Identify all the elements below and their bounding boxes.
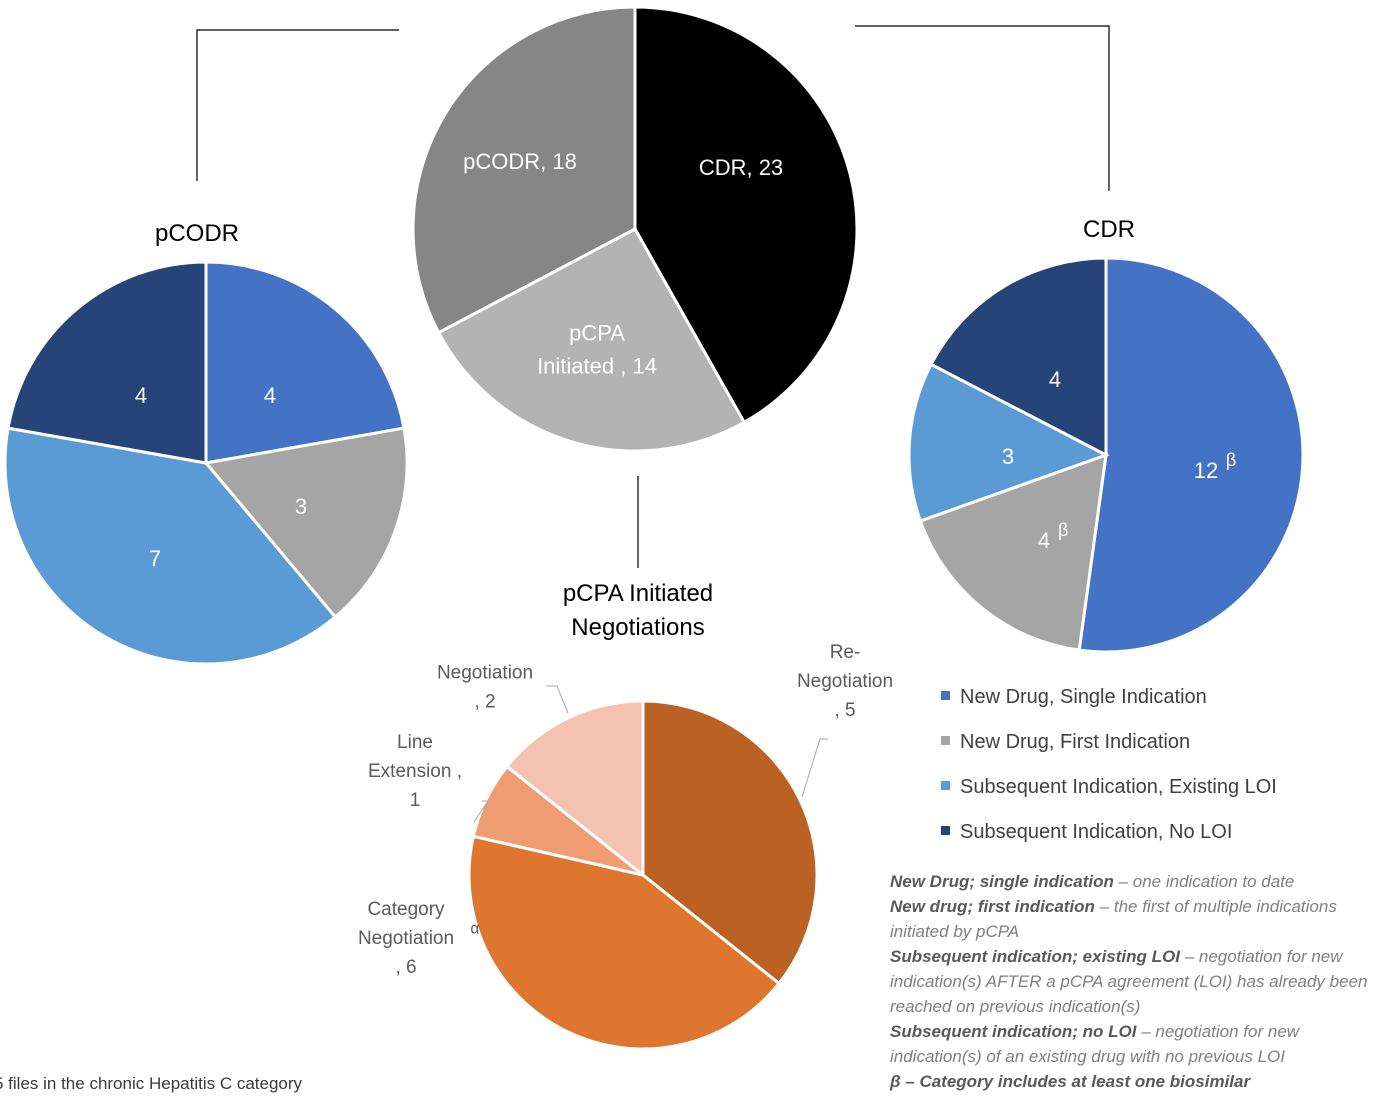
pcpa-data-label: Extension ,	[368, 761, 462, 782]
pcpa-data-label: Category	[367, 899, 445, 920]
pcpa-slice	[504, 699, 645, 879]
note-text: – the first of multiple indications init…	[890, 897, 1337, 941]
legend-swatch	[941, 736, 950, 745]
legend-swatch	[941, 781, 950, 790]
pcpa-leader-line	[801, 738, 828, 798]
cdr-superscript: β	[1058, 520, 1068, 540]
overview-data-label: CDR, 23	[699, 155, 783, 180]
pcpa-slice	[467, 834, 782, 1051]
note-term: β – Category includes at least one biosi…	[890, 1072, 1251, 1091]
cdr-slice	[1077, 256, 1305, 654]
pcpa-data-label: Negotiation	[797, 671, 893, 692]
legend-swatch	[941, 691, 950, 700]
cdr-slice	[918, 452, 1108, 652]
footnote: 5 files in the chronic Hepatitis C categ…	[0, 1074, 303, 1093]
pcodr-slice	[204, 260, 406, 465]
pcpa-data-label: , 2	[474, 692, 495, 713]
pcodr-slice	[3, 426, 338, 666]
pcpa-data-label: Line	[397, 732, 433, 753]
note-text: – negotiation for new indication(s) AFTE…	[890, 947, 1368, 1016]
legend-label: Subsequent Indication, No LOI	[960, 821, 1232, 843]
pcodr-data-label: 4	[264, 383, 276, 408]
cdr-data-label: 12	[1194, 458, 1218, 483]
cdr-slice	[929, 256, 1108, 458]
note-text: – one indication to date	[1113, 872, 1295, 891]
pcpa-data-label: Re-	[830, 642, 861, 663]
connector-lines	[196, 25, 1110, 568]
pcpa-pie: Re- Negotiation , 5 Category Negotiation , 6 α…	[358, 642, 893, 1051]
legend-label: Subsequent Indication, Existing LOI	[960, 776, 1277, 798]
note-item: β – Category includes at least one biosi…	[890, 1069, 1370, 1094]
cdr-data-label: 4	[1038, 528, 1050, 553]
pcpa-data-label: Negotiation	[437, 663, 533, 684]
pcpa-superscript: α	[470, 921, 479, 938]
note-term: New drug; first indication	[890, 897, 1095, 916]
cdr-slice	[907, 362, 1110, 523]
connector-line	[196, 29, 399, 181]
legend-label: New Drug, First Indication	[960, 731, 1190, 753]
pcpa-leader-line	[473, 800, 489, 823]
definition-notes: New Drug; single indication – one indica…	[890, 869, 1370, 1094]
overview-data-label: Initiated , 14	[537, 354, 657, 379]
note-term: New Drug; single indication	[890, 872, 1114, 891]
overview-slice	[411, 5, 637, 335]
note-text: – negotiation for new indication(s) of a…	[890, 1022, 1300, 1066]
pcpa-slice	[641, 699, 819, 986]
pcpa-data-label: Negotiation	[358, 928, 454, 949]
overview-data-label: pCPA	[569, 321, 625, 346]
pcpa-leader-line	[546, 685, 569, 714]
pcodr-chart-title: pCODR	[155, 220, 239, 247]
note-item: Subsequent indication; existing LOI – ne…	[890, 944, 1370, 1019]
pcpa-data-label: 1	[410, 790, 421, 811]
pcpa-data-label: , 6	[395, 957, 416, 978]
pcodr-pie: 4 3 7 4	[3, 260, 409, 666]
cdr-superscript: β	[1226, 450, 1236, 470]
pcpa-chart-title: pCPA Initiated	[563, 580, 713, 607]
pcodr-slice	[6, 260, 208, 465]
pcpa-chart-title: Negotiations	[571, 614, 704, 641]
legend-swatch	[941, 826, 950, 835]
legend: New Drug, Single Indication New Drug, Fir…	[941, 686, 1277, 843]
overview-pie: CDR, 23 pCPA Initiated , 14 pCODR, 18	[411, 5, 859, 453]
connector-line	[855, 25, 1110, 191]
note-term: Subsequent indication; existing LOI	[890, 947, 1180, 966]
pcodr-slice	[203, 426, 409, 620]
overview-slice	[436, 226, 747, 453]
cdr-chart-title: CDR	[1083, 216, 1135, 243]
note-item: New Drug; single indication – one indica…	[890, 869, 1370, 894]
note-item: New drug; first indication – the first o…	[890, 894, 1370, 944]
overview-data-label: pCODR, 18	[463, 149, 577, 174]
pcpa-data-label: , 5	[834, 700, 855, 721]
pcodr-data-label: 7	[149, 546, 161, 571]
legend-label: New Drug, Single Indication	[960, 686, 1207, 708]
cdr-data-label: 4	[1049, 367, 1061, 392]
pcodr-data-label: 4	[135, 383, 147, 408]
note-term: Subsequent indication; no LOI	[890, 1022, 1137, 1041]
cdr-pie: 12 β4 β34	[907, 256, 1305, 654]
overview-slice	[633, 5, 859, 425]
pcodr-data-label: 3	[295, 494, 307, 519]
note-item: Subsequent indication; no LOI – negotiat…	[890, 1019, 1370, 1069]
chart-titles: pCODR CDR pCPA Initiated Negotiations	[155, 216, 1135, 641]
cdr-data-label: 3	[1002, 444, 1014, 469]
